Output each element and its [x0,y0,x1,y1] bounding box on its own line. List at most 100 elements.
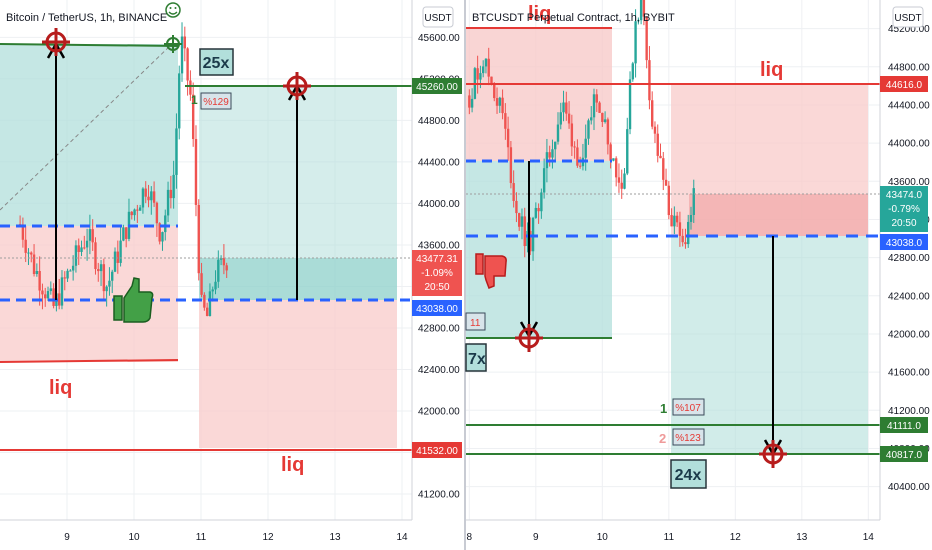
price-tick-label: 40400.00 [888,482,930,493]
candle-body [52,288,55,306]
candle-body [673,215,676,227]
time-tick-label: 13 [796,532,808,543]
left-liq-badge [412,442,462,458]
candle-body [501,97,504,114]
right-leverage-box [670,459,707,489]
candle-body [138,207,142,211]
right-current-change: -0.79% [888,204,920,215]
right-profit-zone [671,236,868,454]
left-liq-label: liq [281,454,304,476]
price-tick-label: 44000.00 [888,139,930,150]
candle-body [158,223,161,242]
candle-body [63,277,66,279]
right-liq-badge-text: 44616.0 [886,80,923,91]
right-chart-title: BTCUSDT Perpetual Contract, 1h, BYBIT [472,12,675,24]
right-target2-percent-box [672,428,705,446]
candle-body [225,265,228,271]
left-currency-button[interactable] [422,6,454,28]
candle-body [590,117,593,121]
left-leverage-label: 25x [203,55,230,72]
candle-body [211,289,214,292]
candle-body [495,98,499,106]
time-tick-label: 10 [128,532,140,543]
price-tick-label: 43600.00 [888,177,930,188]
right-chart: 11 7x liq liq 1 %107 2 %123 24x BTCUSDT … [465,0,930,543]
candle-body [468,95,471,108]
candle-body [41,290,44,295]
candle-body [645,16,648,61]
candle-body [637,20,640,22]
candle-body [623,173,626,189]
candle-body [91,229,94,243]
candle-body [681,235,684,243]
candle-body [548,152,551,158]
left-target-percent-box [200,92,232,110]
candle-body [161,232,164,242]
candle-body [612,158,615,161]
price-tick-label: 42800.00 [888,253,930,264]
candle-body [523,216,526,247]
left-current-change: -1.09% [421,268,453,279]
candle-body [113,251,117,272]
candle-body [203,294,206,308]
right-countdown: 20:50 [891,218,916,229]
left-candles [18,22,228,317]
candle-body [493,84,496,99]
right-entry-badge-text: 43038.0 [886,238,923,249]
candle-body [166,189,170,216]
left-target-badge-text: 45260.00 [416,82,458,93]
candle-body [529,230,532,252]
candle-body [35,270,39,275]
candle-body [152,191,156,203]
candle-body [584,138,587,158]
price-tick-label: 42800.00 [418,323,460,334]
right-target1-level: 1 [660,401,667,416]
candle-body [164,215,167,233]
candle-body [77,245,80,252]
candle-body [150,191,153,201]
candle-body [675,215,679,223]
candle-body [634,21,637,64]
candle-body [559,112,562,125]
candle-body [659,155,662,159]
right-target1-badge-text: 41111.0 [887,421,921,432]
candle-body [27,252,30,254]
left-old-liq-line [0,359,179,363]
candle-body [498,97,502,106]
target-reached-crosshair-icon [164,35,182,53]
right-candles [468,0,695,261]
left-chart: 25x 1 %129 liq liq Bitcoin / TetherUS, 1… [0,0,462,543]
time-tick-label: 11 [664,532,675,543]
price-tick-label: 41600.00 [888,368,930,379]
candle-body [487,58,490,77]
thumbs-down-icon [475,253,507,289]
candle-body [653,126,657,134]
candle-body [576,147,579,166]
candle-body [606,119,610,145]
left-liq-badge-text: 41532.00 [416,446,458,457]
left-entry-badge [412,300,462,316]
candle-body [130,211,133,216]
right-currency-button[interactable] [892,6,924,28]
candle-body [565,102,568,114]
candle-body [526,230,529,247]
time-tick-label: 11 [196,532,207,543]
candle-body [175,128,178,175]
candle-body [534,207,538,218]
left-target-level: 1 [191,93,198,107]
candle-body [105,286,108,292]
candle-body [573,146,576,148]
right-target1-percent-box [672,398,705,416]
price-tick-label: 42400.00 [418,365,460,376]
candle-body [484,58,488,67]
candle-body [662,158,665,180]
right-liq-label-old: liq [528,3,551,25]
candle-body [537,207,540,212]
candle-body [648,60,651,101]
candle-body [689,214,693,222]
candle-body [520,216,524,227]
candle-body [194,139,198,205]
candle-body [208,291,212,316]
candle-body [692,188,695,215]
